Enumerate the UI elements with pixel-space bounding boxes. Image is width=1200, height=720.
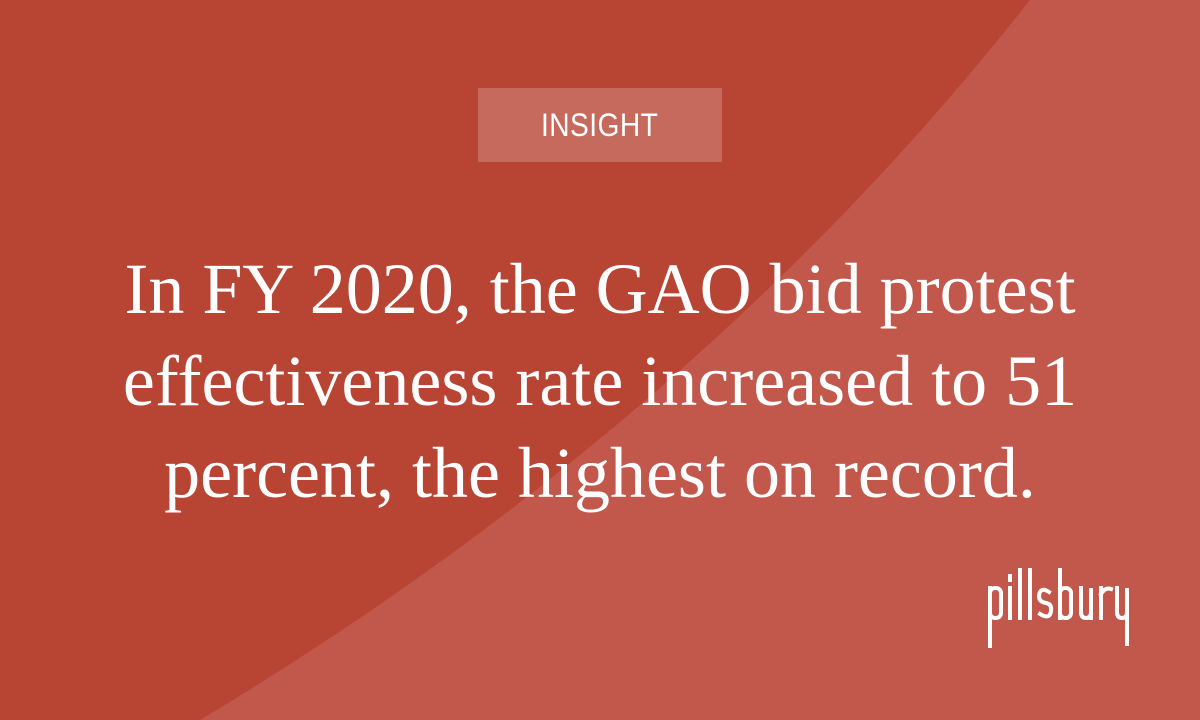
headline-quote: In FY 2020, the GAO bid protest effectiv…: [122, 249, 1078, 513]
insight-badge-label: INSIGHT: [541, 106, 659, 143]
pillsbury-logo: [988, 568, 1129, 648]
insight-badge: INSIGHT: [478, 88, 722, 162]
